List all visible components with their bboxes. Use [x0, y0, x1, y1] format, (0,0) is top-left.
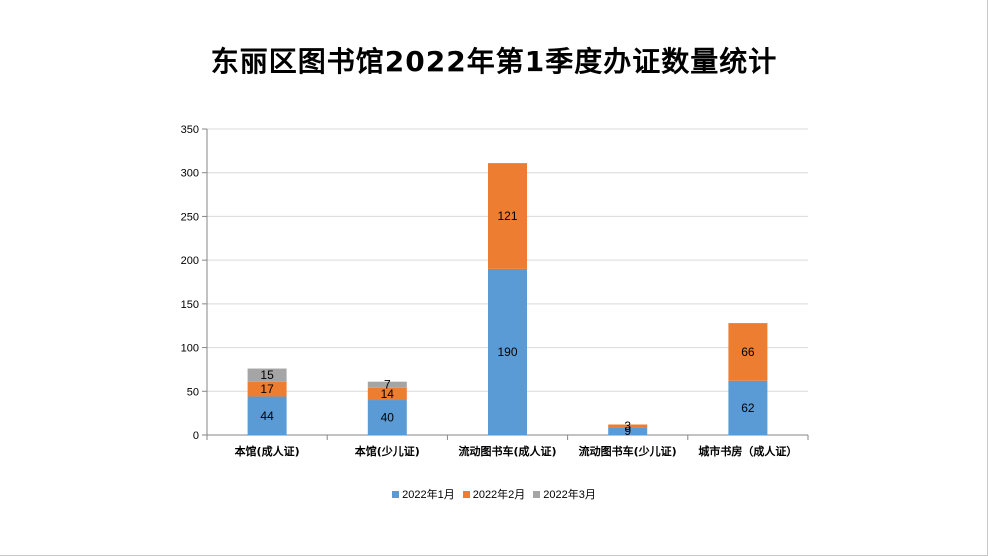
- legend-swatch: [392, 490, 400, 498]
- legend-item: 2022年3月: [533, 486, 596, 502]
- data-label: 17: [260, 382, 274, 396]
- legend-item: 2022年1月: [392, 486, 455, 502]
- bar-segment: [728, 380, 768, 435]
- category-label: 城市书房（成人证）: [698, 444, 797, 458]
- y-tick-label: 50: [187, 386, 199, 398]
- category-label: 本馆(成人证): [235, 444, 300, 458]
- category-label: 流动图书车(少儿证): [579, 444, 677, 458]
- bar-segment: [488, 268, 527, 435]
- bar-segment: [608, 424, 648, 428]
- data-label: 66: [741, 345, 755, 359]
- data-label: 14: [381, 387, 395, 401]
- data-label: 40: [381, 411, 395, 425]
- y-tick-label: 350: [181, 124, 199, 136]
- data-label: 62: [741, 401, 755, 415]
- y-tick-label: 200: [181, 255, 199, 267]
- chart-title: 东丽区图书馆2022年第1季度办证数量统计: [210, 45, 778, 78]
- y-tick-label: 0: [193, 430, 199, 442]
- legend-swatch: [462, 490, 470, 498]
- data-label: 9: [624, 424, 631, 438]
- chart-legend: 2022年1月 2022年2月 2022年3月: [0, 486, 988, 502]
- y-tick-label: 100: [181, 343, 199, 355]
- bar-segment: [247, 381, 287, 397]
- legend-label: 2022年2月: [472, 489, 526, 501]
- data-label: 121: [497, 209, 517, 223]
- bar-segment: [367, 381, 407, 388]
- bar-segment: [367, 400, 407, 435]
- bar-segment: [608, 427, 648, 435]
- bar-segment: [728, 323, 768, 381]
- category-label: 本馆(少儿证): [355, 444, 420, 458]
- bar-segment: [247, 368, 287, 382]
- category-label: 流动图书车(成人证): [458, 444, 556, 458]
- data-label: 190: [497, 345, 517, 359]
- data-label: 44: [260, 409, 274, 423]
- y-tick-label: 250: [181, 211, 199, 223]
- bar-segment: [247, 396, 287, 435]
- bar-segment: [488, 163, 527, 269]
- legend-label: 2022年1月: [402, 489, 455, 501]
- legend-item: 2022年2月: [462, 486, 526, 502]
- data-label: 15: [260, 368, 274, 382]
- y-tick-label: 150: [181, 299, 199, 311]
- bar-segment: [367, 387, 407, 401]
- y-tick-label: 300: [181, 168, 199, 180]
- data-label: 7: [384, 378, 391, 392]
- legend-label: 2022年3月: [543, 489, 596, 501]
- data-label: 3: [624, 419, 631, 433]
- legend-swatch: [533, 490, 541, 498]
